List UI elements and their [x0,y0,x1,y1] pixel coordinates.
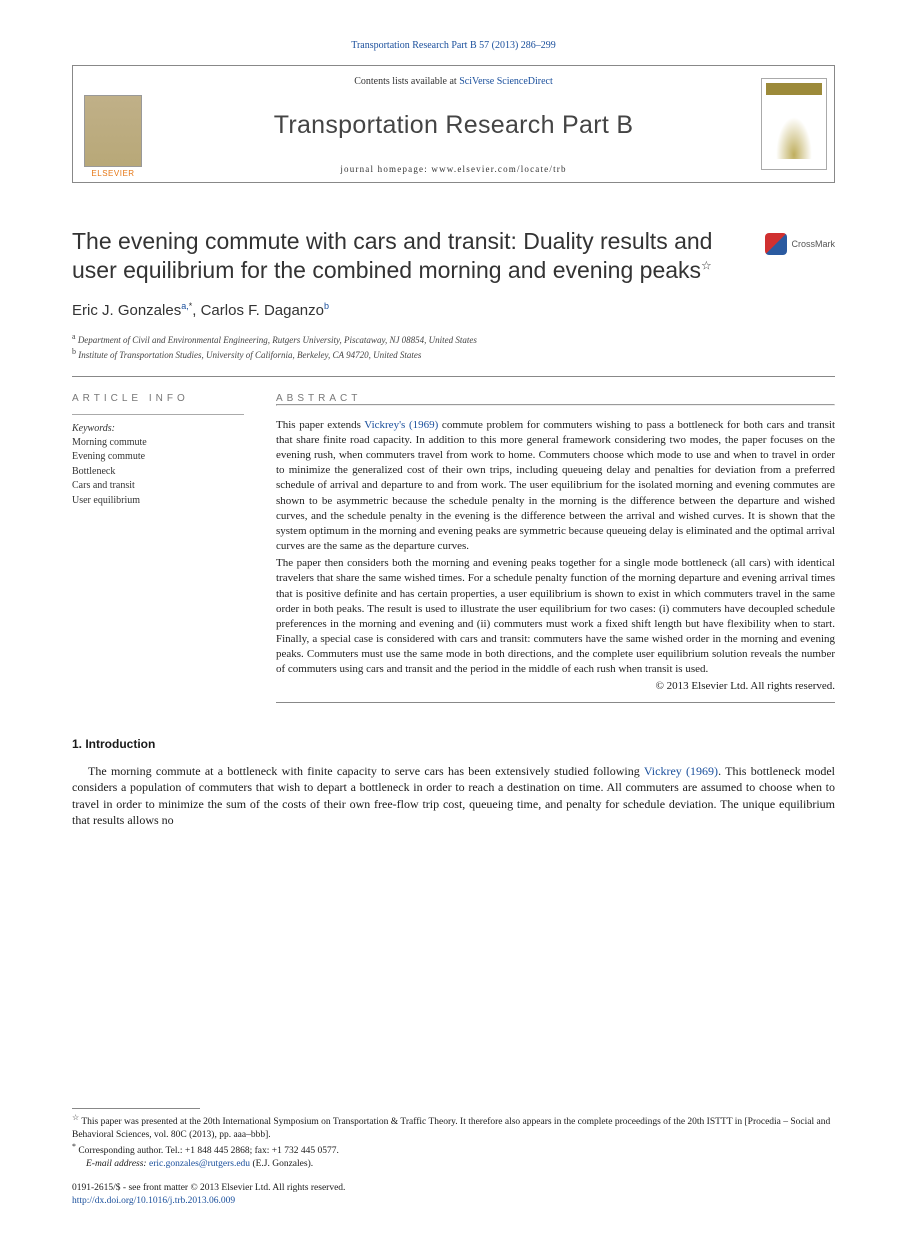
crossmark-icon [765,233,787,255]
footnote-email: E-mail address: eric.gonzales@rutgers.ed… [72,1158,835,1171]
elsevier-tree-icon [84,95,142,167]
info-abstract-row: article info Keywords: Morning commute E… [72,393,835,703]
section-heading-intro: 1. Introduction [72,737,835,751]
article-info-col: article info Keywords: Morning commute E… [72,393,248,703]
affiliation-b: b Institute of Transportation Studies, U… [72,346,835,362]
abstract-label: abstract [276,393,835,404]
abstract-p2: The paper then considers both the mornin… [276,556,835,677]
article-title: The evening commute with cars and transi… [72,227,749,285]
issn-line: 0191-2615/$ - see front matter © 2013 El… [72,1182,835,1195]
keyword: Bottleneck [72,465,248,480]
abstract-col: abstract This paper extends Vickrey's (1… [276,393,835,703]
keyword: Morning commute [72,436,248,451]
elsevier-label: ELSEVIER [91,169,134,178]
vickrey-1969-link-body[interactable]: Vickrey (1969) [644,764,718,778]
affiliation-a: a Department of Civil and Environmental … [72,331,835,347]
email-label: E-mail address: [86,1159,149,1169]
sciencedirect-link[interactable]: SciVerse ScienceDirect [459,76,553,87]
keyword: User equilibrium [72,494,248,509]
abstract-p1: This paper extends Vickrey's (1969) comm… [276,418,835,555]
info-rule [72,414,244,415]
keywords-list: Morning commute Evening commute Bottlene… [72,436,248,509]
rule-above-info [72,376,835,377]
journal-cover-thumb [754,66,834,182]
footnotes-block: ☆ This paper was presented at the 20th I… [72,1108,835,1208]
rule-below-abstract [276,702,835,703]
author-sep: , [192,302,200,319]
keywords-label: Keywords: [72,423,248,434]
author-2-name: Carlos F. Daganzo [201,302,324,319]
journal-reference: Transportation Research Part B 57 (2013)… [72,40,835,51]
email-link[interactable]: eric.gonzales@rutgers.edu [149,1159,250,1169]
contents-prefix: Contents lists available at [354,76,459,87]
vickrey-1969-link[interactable]: Vickrey's (1969) [364,419,438,431]
author-2-affil-sup: b [324,301,329,311]
contents-available-line: Contents lists available at SciVerse Sci… [153,76,754,87]
elsevier-logo: ELSEVIER [73,66,153,182]
homepage-prefix: journal homepage: [340,164,431,174]
crossmark-label: CrossMark [791,239,835,249]
title-row: The evening commute with cars and transi… [72,227,835,285]
keyword: Evening commute [72,450,248,465]
copyright-line: © 2013 Elsevier Ltd. All rights reserved… [276,680,835,692]
header-center: Contents lists available at SciVerse Sci… [153,66,754,182]
affiliations: a Department of Civil and Environmental … [72,331,835,362]
footer-block: 0191-2615/$ - see front matter © 2013 El… [72,1182,835,1208]
email-paren: (E.J. Gonzales). [250,1159,313,1169]
journal-cover-icon [761,78,827,170]
abstract-rule [276,404,835,406]
journal-homepage-line: journal homepage: www.elsevier.com/locat… [153,164,754,174]
abstract-text: This paper extends Vickrey's (1969) comm… [276,418,835,678]
intro-paragraph: The morning commute at a bottleneck with… [72,763,835,829]
authors-line: Eric J. Gonzalesa,*, Carlos F. Daganzob [72,301,835,319]
homepage-url[interactable]: www.elsevier.com/locate/trb [431,164,566,174]
footnote-rule [72,1108,200,1109]
author-1-affil-sup: a, [181,301,189,311]
title-note-marker: ☆ [701,258,712,272]
journal-title: Transportation Research Part B [153,111,754,140]
footnote-corresponding: * Corresponding author. Tel.: +1 848 445… [72,1142,835,1158]
author-1-name: Eric J. Gonzales [72,302,181,319]
header-box: ELSEVIER Contents lists available at Sci… [72,65,835,183]
keyword: Cars and transit [72,479,248,494]
crossmark-badge[interactable]: CrossMark [765,233,835,255]
doi-link[interactable]: http://dx.doi.org/10.1016/j.trb.2013.06.… [72,1195,835,1208]
article-title-text: The evening commute with cars and transi… [72,228,712,283]
article-info-label: article info [72,393,248,404]
footnote-presentation: ☆ This paper was presented at the 20th I… [72,1113,835,1142]
